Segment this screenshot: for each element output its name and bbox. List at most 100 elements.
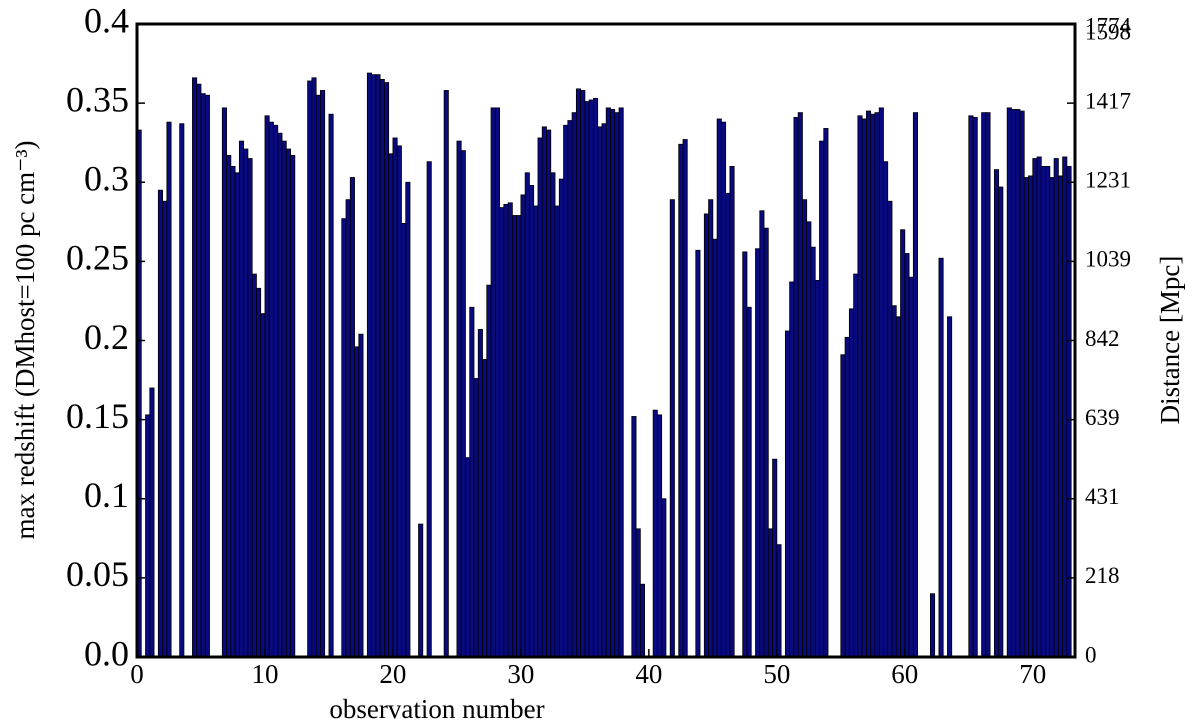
bar (392, 137, 398, 658)
plot-frame (135, 22, 1077, 659)
y2-tick-label: 1231 (1085, 168, 1131, 193)
bar (772, 458, 778, 658)
bar (802, 199, 808, 658)
bar (396, 145, 402, 658)
bar (366, 72, 373, 658)
bar (929, 593, 936, 658)
bar (473, 378, 479, 658)
x-axis-label: observation number (329, 694, 544, 724)
y2-tick-label: 1598 (1085, 19, 1131, 44)
bar (720, 121, 727, 658)
bar (256, 287, 262, 658)
bar (247, 158, 253, 658)
y2-tick-label: 218 (1085, 563, 1120, 588)
bar (426, 161, 432, 658)
bar (900, 229, 906, 658)
bar (981, 112, 987, 658)
bar (520, 194, 526, 658)
bar (268, 121, 274, 658)
bar (883, 161, 889, 658)
y-tick-label: 0.3 (84, 159, 129, 199)
bar (516, 215, 522, 658)
bar (349, 177, 355, 658)
y2-tick-label: 0 (1085, 642, 1097, 667)
bar (998, 186, 1004, 658)
bar (537, 137, 543, 658)
bar (204, 94, 210, 658)
bar (639, 583, 646, 658)
bar (618, 107, 624, 658)
bar (1023, 177, 1029, 658)
bar (776, 544, 782, 658)
bar (793, 116, 799, 658)
bar (328, 113, 334, 658)
bar (870, 113, 876, 658)
bar (196, 83, 202, 658)
bar (494, 107, 500, 658)
x-tick-label: 0 (130, 659, 144, 689)
bar (320, 90, 326, 658)
bar (550, 172, 556, 658)
y2-tick-label: 1774 (1085, 13, 1132, 38)
bar (375, 74, 381, 658)
bar (755, 248, 761, 658)
bar (861, 118, 867, 658)
bar (200, 93, 206, 658)
bar (661, 498, 667, 658)
x-tick-label: 70 (1019, 659, 1046, 689)
bar (857, 115, 863, 658)
bar (311, 77, 317, 658)
y-tick-label: 0.15 (66, 396, 129, 436)
bar (546, 129, 552, 658)
bar (1062, 156, 1068, 658)
bar (260, 313, 266, 658)
bar (657, 414, 663, 658)
y2-tick-label: 639 (1085, 405, 1120, 430)
bar (511, 215, 518, 658)
bar (1057, 175, 1064, 658)
bar (529, 185, 535, 658)
bar (157, 189, 163, 658)
x-tick-label: 60 (891, 659, 918, 689)
bar (533, 205, 539, 658)
bar (678, 143, 684, 658)
y-tick-label: 0.2 (84, 317, 129, 357)
bar (384, 82, 390, 658)
bar (371, 74, 377, 658)
x-tick-label: 30 (507, 659, 534, 689)
bar (575, 88, 582, 658)
bar (443, 90, 449, 658)
y2-tick-label: 1417 (1085, 88, 1131, 113)
bar (895, 316, 901, 658)
bar (234, 172, 240, 658)
bar (614, 112, 620, 658)
bar (477, 329, 483, 658)
bar (763, 227, 769, 658)
bar (1032, 158, 1038, 658)
bar (819, 140, 825, 658)
bar (789, 281, 795, 658)
bar (848, 308, 855, 658)
bar (490, 107, 496, 658)
bar (610, 109, 616, 658)
bar (708, 199, 714, 658)
y-tick-label: 0.25 (66, 238, 129, 278)
bar (985, 112, 991, 658)
bar (993, 169, 1000, 658)
bar (1036, 156, 1042, 658)
bar (307, 80, 313, 658)
bar (482, 359, 488, 658)
bar (968, 115, 974, 658)
bar (784, 330, 791, 658)
bar (908, 276, 914, 658)
bar (238, 140, 245, 658)
bar (354, 346, 360, 658)
bar (1028, 175, 1034, 658)
bar (563, 124, 569, 658)
bar (405, 181, 411, 658)
bar (388, 153, 394, 658)
bar (554, 205, 560, 658)
bar (597, 126, 603, 658)
bar (823, 128, 829, 658)
y2-tick-label: 431 (1085, 484, 1120, 509)
